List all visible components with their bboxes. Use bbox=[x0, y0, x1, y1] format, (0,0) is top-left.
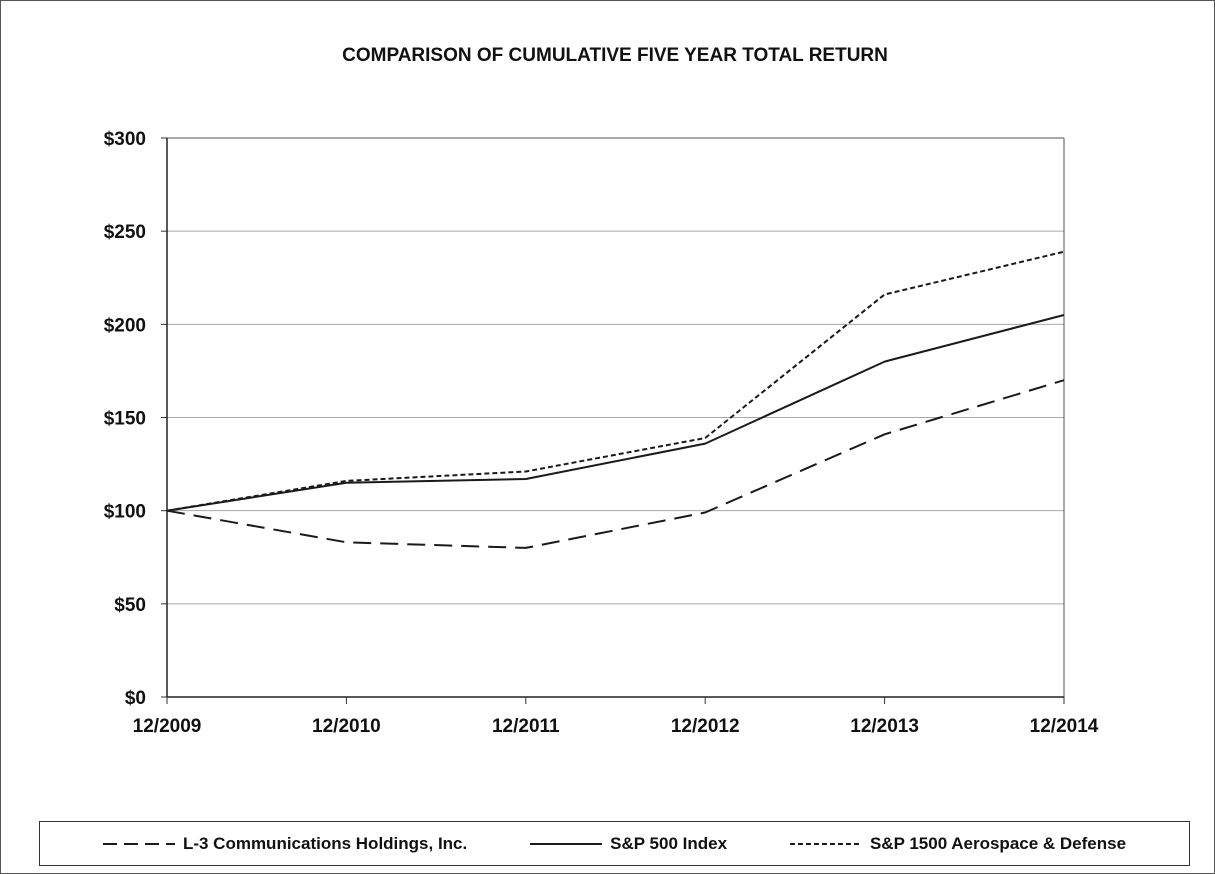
legend-label: S&P 1500 Aerospace & Defense bbox=[869, 833, 1127, 853]
x-tick-label: 12/2009 bbox=[133, 716, 202, 737]
tick-labels: $0 $50 $100 $150 $200 $250 $300 12/2009 12/2010 1… bbox=[104, 129, 1099, 737]
legend-item-l3: L-3 Communications Holdings, Inc. bbox=[102, 833, 468, 854]
chart-title: COMPARISON OF CUMULATIVE FIVE YEAR TOTAL… bbox=[342, 45, 888, 66]
y-tick-label: $200 bbox=[104, 315, 146, 336]
y-tick-label: $250 bbox=[104, 222, 146, 243]
x-tick-label: 12/2012 bbox=[671, 716, 740, 737]
y-tick-label: $0 bbox=[125, 688, 146, 709]
x-tick-label: 12/2010 bbox=[312, 716, 381, 737]
legend-swatch-solid bbox=[530, 842, 603, 845]
y-tick-label: $150 bbox=[104, 409, 146, 430]
x-tick-label: 12/2011 bbox=[492, 716, 560, 737]
legend-label: L-3 Communications Holdings, Inc. bbox=[182, 833, 468, 853]
series-line-l3-communications bbox=[166, 379, 1065, 549]
y-tick-label: $50 bbox=[114, 595, 146, 616]
y-tick-label: $300 bbox=[104, 129, 146, 150]
legend: L-3 Communications Holdings, Inc. S&P 50… bbox=[39, 821, 1190, 866]
legend-swatch-short-dash bbox=[789, 842, 862, 845]
series-lines bbox=[166, 250, 1065, 549]
y-tick-label: $100 bbox=[104, 502, 146, 523]
legend-swatch-long-dash bbox=[102, 842, 175, 845]
legend-item-sp500: S&P 500 Index bbox=[530, 834, 727, 854]
series-line-sp1500-aerospace-defense bbox=[166, 250, 1065, 512]
x-tick-label: 12/2014 bbox=[1030, 716, 1099, 737]
legend-item-sp1500-ad: S&P 1500 Aerospace & Defense bbox=[789, 833, 1127, 854]
series-line-sp500 bbox=[166, 314, 1065, 512]
x-tick-label: 12/2013 bbox=[850, 716, 919, 737]
axes bbox=[161, 137, 1065, 704]
legend-label: S&P 500 Index bbox=[610, 833, 728, 853]
